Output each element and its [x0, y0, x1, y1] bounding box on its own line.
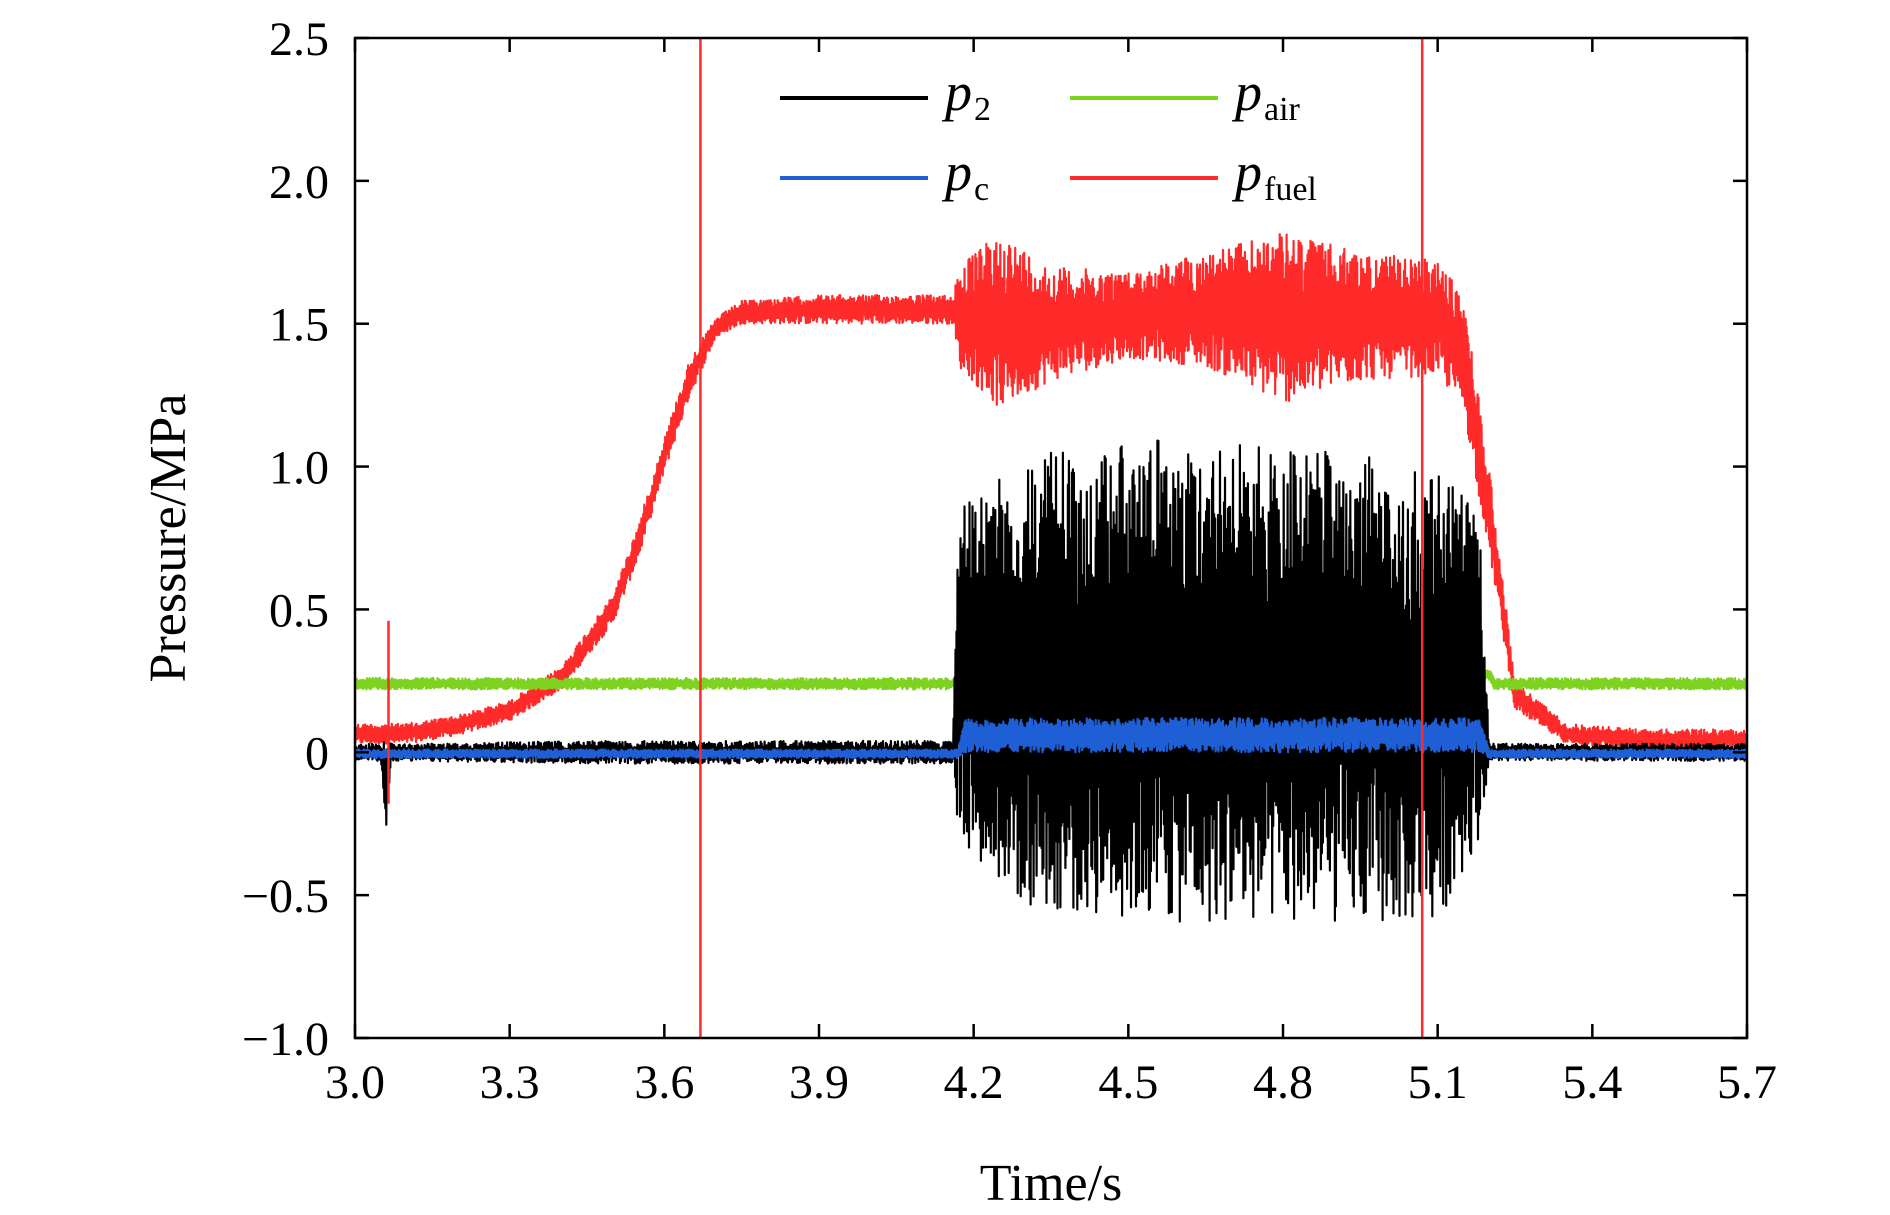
x-axis-title: Time/s	[980, 1155, 1123, 1212]
y-tick-label: −0.5	[242, 870, 329, 923]
legend-label-pfuel: pfuel	[1231, 142, 1317, 208]
series-pfuel-line	[355, 233, 1747, 751]
y-tick-label: 1.0	[269, 442, 329, 495]
x-tick-label: 5.4	[1562, 1056, 1622, 1109]
legend-entry-pc: pc	[780, 142, 989, 208]
y-tick-label: 2.5	[269, 13, 329, 66]
x-tick-label: 3.6	[634, 1056, 694, 1109]
y-tick-label: 2.0	[269, 156, 329, 209]
x-tick-label: 4.2	[944, 1056, 1004, 1109]
y-axis-title: Pressure/MPa	[140, 394, 197, 683]
series-layer	[355, 233, 1747, 923]
vertical-marker-layer	[699, 38, 1424, 1038]
x-tick-label: 5.7	[1717, 1056, 1777, 1109]
series-pc-line	[355, 716, 1747, 760]
legend-entry-pfuel: pfuel	[1070, 142, 1317, 208]
legend: p2 pair pc pfuel	[780, 62, 1317, 208]
legend-entry-pair: pair	[1070, 62, 1301, 128]
x-tick-label: 3.9	[789, 1056, 849, 1109]
y-tick-label: 0.5	[269, 584, 329, 637]
legend-entry-p2: p2	[780, 62, 991, 128]
y-tick-label: −1.0	[242, 1013, 329, 1066]
tick-layer: 3.0 3.3 3.6 3.9 4.2 4.5 4.8 5.1 5.4 5.7 −1.0 −0.5 0 0…	[242, 13, 1777, 1109]
x-tick-label: 4.8	[1253, 1056, 1313, 1109]
legend-label-pc: pc	[941, 142, 989, 208]
x-tick-label: 3.0	[325, 1056, 385, 1109]
plot-frame	[353, 36, 1749, 1040]
y-tick-label: 0	[305, 727, 329, 780]
legend-label-p2: p2	[941, 62, 991, 128]
y-tick-label: 1.5	[269, 299, 329, 352]
x-tick-label: 3.3	[480, 1056, 540, 1109]
legend-label-pair: pair	[1231, 62, 1301, 128]
x-tick-label: 5.1	[1408, 1056, 1468, 1109]
x-tick-label: 4.5	[1098, 1056, 1158, 1109]
